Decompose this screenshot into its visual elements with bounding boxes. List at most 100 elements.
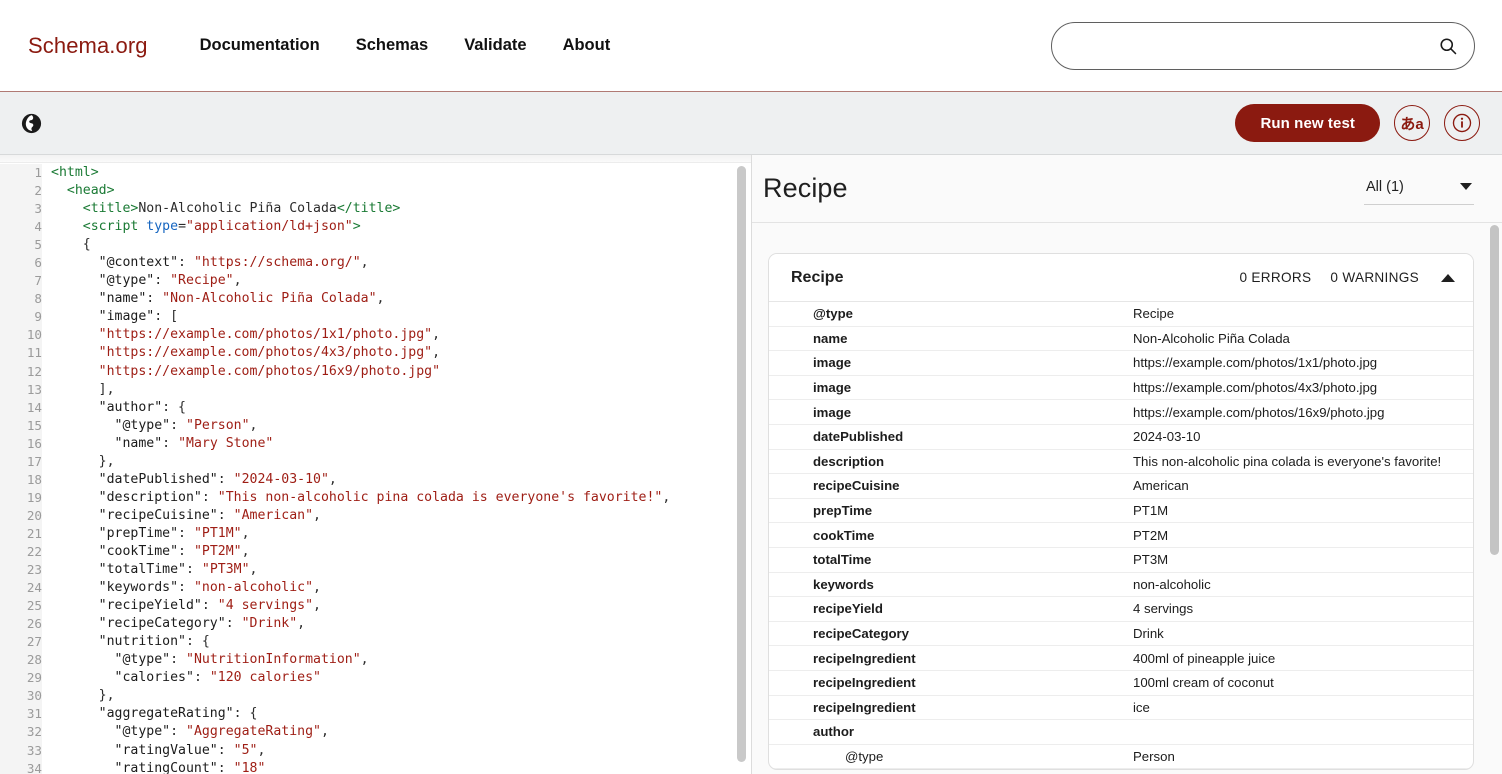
- code-line-text: <script type="application/ld+json">: [82, 219, 361, 235]
- code-line-text: "https://example.com/photos/16x9/photo.j…: [98, 363, 441, 379]
- top-navigation-bar: Schema.org Documentation Schemas Validat…: [0, 0, 1502, 92]
- line-number: 31: [0, 705, 42, 724]
- table-row: recipeCategory Drink: [769, 622, 1473, 647]
- code-line: 19 "description": "This non-alcoholic pi…: [0, 488, 751, 507]
- editor-vertical-scrollbar[interactable]: [737, 164, 746, 774]
- results-vertical-scrollbar[interactable]: [1490, 225, 1499, 773]
- code-line: 25 "recipeYield": "4 servings",: [0, 597, 751, 616]
- property-value: PT3M: [1133, 552, 1169, 568]
- property-table: @type Recipe name Non-Alcoholic Piña Colada…: [769, 302, 1473, 770]
- search-input[interactable]: [1074, 36, 1438, 56]
- chevron-up-icon[interactable]: [1441, 273, 1455, 282]
- result-card-meta: 0 ERRORS 0 WARNINGS: [1239, 270, 1455, 285]
- code-line: 13 ],: [0, 380, 751, 399]
- code-line: 1 <html>: [0, 164, 751, 183]
- code-editor-pane[interactable]: 1 <html> 2 <head> 3 <title>Non-Alcoholic Pi…: [0, 155, 752, 774]
- code-line-text: "cookTime": "PT2M",: [98, 543, 250, 559]
- code-line-text: "@type": "NutritionInformation",: [114, 652, 369, 668]
- code-line: 9 "image": [: [0, 308, 751, 327]
- line-number: 12: [0, 362, 42, 381]
- site-logo[interactable]: Schema.org: [28, 32, 148, 58]
- results-body: Recipe 0 ERRORS 0 WARNINGS @type Recipe na…: [752, 224, 1502, 774]
- property-value: Non-Alcoholic Piña Colada: [1133, 330, 1290, 346]
- property-value: American: [1133, 478, 1189, 494]
- code-line: 30 },: [0, 687, 751, 706]
- property-name: recipeCategory: [813, 626, 910, 642]
- property-value: https://example.com/photos/16x9/photo.jp…: [1133, 404, 1385, 420]
- code-line-text: "calories": "120 calories": [114, 670, 321, 686]
- line-number: 30: [0, 687, 42, 706]
- table-row: keywords non-alcoholic: [769, 573, 1473, 598]
- search-box[interactable]: [1051, 22, 1475, 70]
- property-name: recipeIngredient: [813, 699, 916, 715]
- result-card-title: Recipe: [791, 268, 844, 286]
- run-new-test-button[interactable]: Run new test: [1235, 104, 1380, 142]
- line-number: 17: [0, 452, 42, 471]
- table-row: image https://example.com/photos/4x3/phot…: [769, 376, 1473, 401]
- table-row: recipeIngredient 100ml cream of coconut: [769, 671, 1473, 696]
- table-row: description This non-alcoholic pina colad…: [769, 450, 1473, 475]
- property-name: name: [813, 330, 848, 346]
- property-name: totalTime: [813, 552, 872, 568]
- code-line: 7 "@type": "Recipe",: [0, 272, 751, 291]
- code-line-text: "description": "This non-alcoholic pina …: [98, 489, 671, 505]
- code-line: 28 "@type": "NutritionInformation",: [0, 651, 751, 670]
- property-name: description: [813, 453, 885, 469]
- language-toggle-button[interactable]: あa: [1394, 105, 1430, 141]
- code-line-text: "totalTime": "PT3M",: [98, 562, 258, 578]
- nav-link-schemas[interactable]: Schemas: [355, 36, 429, 54]
- line-number: 19: [0, 488, 42, 507]
- code-line-text: "@type": "AggregateRating",: [114, 724, 329, 740]
- line-number: 9: [0, 308, 42, 327]
- line-number: 4: [0, 218, 42, 237]
- code-line-text: "author": {: [98, 399, 186, 415]
- code-line: 27 "nutrition": {: [0, 633, 751, 652]
- line-number: 3: [0, 200, 42, 219]
- property-name: recipeIngredient: [813, 675, 916, 691]
- info-icon-button[interactable]: [1444, 105, 1480, 141]
- code-line-text: "nutrition": {: [98, 634, 210, 650]
- code-scroll-area[interactable]: 1 <html> 2 <head> 3 <title>Non-Alcoholic Pi…: [0, 164, 751, 774]
- table-row: image https://example.com/photos/1x1/phot…: [769, 351, 1473, 376]
- results-scrollbar-thumb[interactable]: [1490, 225, 1499, 555]
- line-number: 20: [0, 506, 42, 525]
- property-value: Person: [1133, 748, 1175, 764]
- code-line-text: "@type": "Recipe",: [98, 273, 242, 289]
- code-line-text: "https://example.com/photos/1x1/photo.jp…: [98, 327, 441, 343]
- nav-link-about[interactable]: About: [562, 36, 611, 54]
- code-line: 20 "recipeCuisine": "American",: [0, 506, 751, 525]
- code-line-text: "prepTime": "PT1M",: [98, 525, 250, 541]
- code-line: 12 "https://example.com/photos/16x9/phot…: [0, 362, 751, 381]
- editor-scrollbar-thumb[interactable]: [737, 166, 746, 762]
- code-line: 23 "totalTime": "PT3M",: [0, 561, 751, 580]
- property-name: @type: [813, 306, 853, 322]
- nav-link-documentation[interactable]: Documentation: [199, 36, 320, 54]
- line-number: 1: [0, 164, 42, 183]
- table-row: totalTime PT3M: [769, 548, 1473, 573]
- property-value: This non-alcoholic pina colada is everyo…: [1133, 453, 1442, 469]
- line-number: 10: [0, 326, 42, 345]
- nav-link-validate[interactable]: Validate: [464, 36, 527, 54]
- errors-count-badge: 0 ERRORS: [1239, 270, 1312, 285]
- globe-icon[interactable]: [14, 106, 48, 140]
- code-lines: 1 <html> 2 <head> 3 <title>Non-Alcoholic Pi…: [0, 164, 751, 774]
- code-line-text: "ratingValue": "5",: [114, 742, 266, 758]
- line-number: 5: [0, 236, 42, 255]
- search-icon[interactable]: [1438, 36, 1458, 56]
- line-number: 18: [0, 470, 42, 489]
- property-name: image: [813, 404, 852, 420]
- result-card-header[interactable]: Recipe 0 ERRORS 0 WARNINGS: [769, 254, 1473, 302]
- property-name: recipeCuisine: [813, 478, 900, 494]
- code-line: 5 {: [0, 236, 751, 255]
- property-name: @type: [845, 748, 884, 764]
- page-title: Recipe: [763, 173, 848, 203]
- line-number: 16: [0, 434, 42, 453]
- property-value: 100ml cream of coconut: [1133, 675, 1274, 691]
- code-line: 26 "recipeCategory": "Drink",: [0, 615, 751, 634]
- code-line: 29 "calories": "120 calories": [0, 669, 751, 688]
- property-value: ice: [1133, 699, 1150, 715]
- editor-top-strip: [0, 155, 751, 163]
- table-row: @type Person: [769, 745, 1473, 770]
- results-filter-select[interactable]: All (1): [1364, 173, 1474, 205]
- line-number: 15: [0, 416, 42, 435]
